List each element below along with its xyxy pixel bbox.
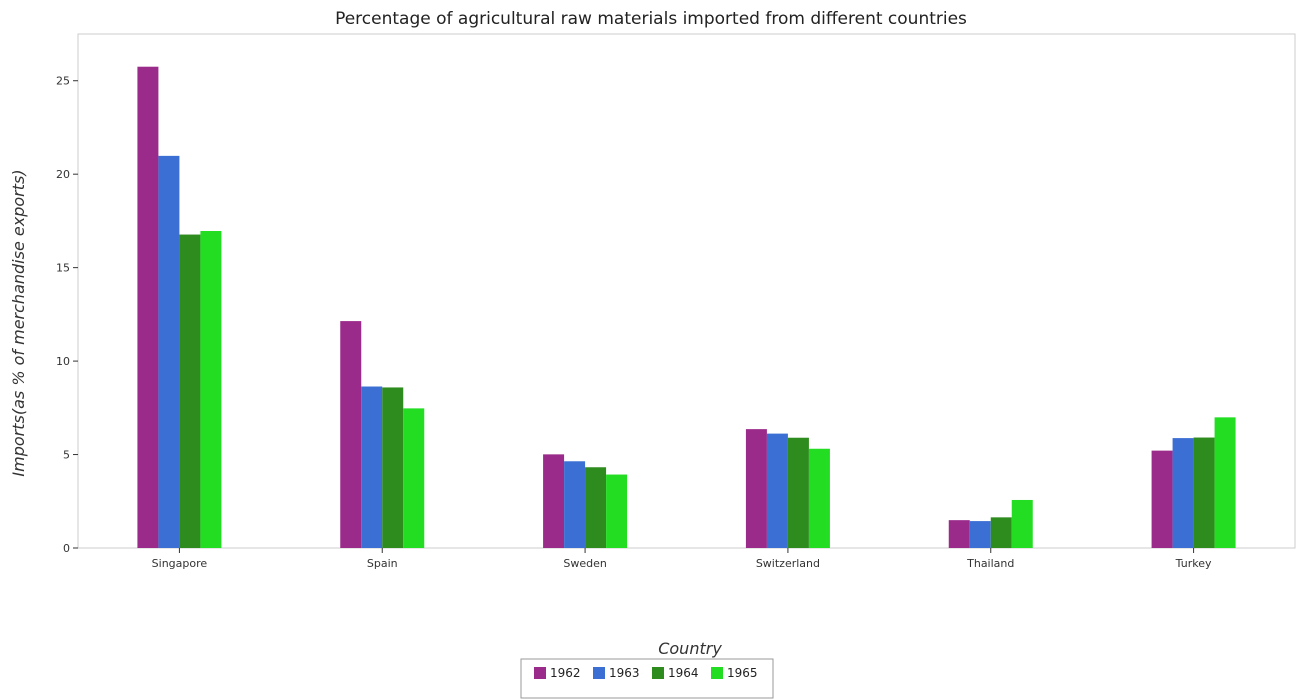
y-tick-label: 0 [63,542,70,555]
y-tick-label: 20 [56,168,70,181]
bar-1965-thailand [1011,499,1033,548]
bar-1965-sweden [606,474,628,548]
bar-1962-thailand [948,520,970,548]
bar-1962-spain [340,321,362,548]
bar-1964-singapore [179,234,201,548]
legend-swatch-1964 [652,667,664,679]
legend-swatch-1963 [593,667,605,679]
bar-1964-spain [382,387,404,548]
y-tick-label: 10 [56,355,70,368]
bar-1964-thailand [990,517,1012,548]
x-tick-label: Singapore [152,557,208,570]
x-tick-label: Turkey [1175,557,1212,570]
bar-1964-switzerland [787,437,809,548]
legend-swatch-1962 [534,667,546,679]
bar-1965-turkey [1214,417,1236,548]
bar-1964-sweden [585,467,607,548]
bar-1963-sweden [564,461,586,548]
bar-1963-spain [361,386,383,548]
plot-area: 0 5 10 15 20 25 Singapore Spain Sweden Switzerlan… [56,33,1296,570]
plot-frame [77,33,1296,549]
bar-1963-singapore [158,155,180,548]
y-tick-label: 25 [56,75,70,88]
x-axis-label: Country [658,639,722,658]
x-tick-label: Thailand [966,557,1014,570]
bar-1965-singapore [200,231,222,548]
bar-1965-spain [403,408,425,548]
y-axis-label: Imports(as % of merchandise exports) [9,169,28,476]
y-tick-label: 15 [56,262,70,275]
bar-1962-switzerland [745,429,767,548]
legend-box [520,658,774,699]
bar-1963-switzerland [766,433,788,548]
bar-1963-thailand [969,521,991,548]
legend-label-1965: 1965 [727,666,758,680]
legend-label-1962: 1962 [550,666,581,680]
legend-label-1963: 1963 [609,666,640,680]
bar-1962-turkey [1151,450,1173,548]
y-tick-label: 5 [63,449,70,462]
bar-1965-switzerland [808,448,830,548]
bar-1964-turkey [1193,437,1215,548]
x-tick-label: Switzerland [756,557,820,570]
legend-swatch-1965 [711,667,723,679]
chart-title: Percentage of agricultural raw materials… [335,9,967,29]
x-tick-label: Sweden [563,557,606,570]
bar-1962-sweden [543,454,565,548]
bar-1963-turkey [1172,438,1194,548]
legend-label-1964: 1964 [668,666,699,680]
x-tick-label: Spain [367,557,398,570]
bar-1962-singapore [137,66,159,548]
legend: 1962 1963 1964 1965 [520,658,774,699]
